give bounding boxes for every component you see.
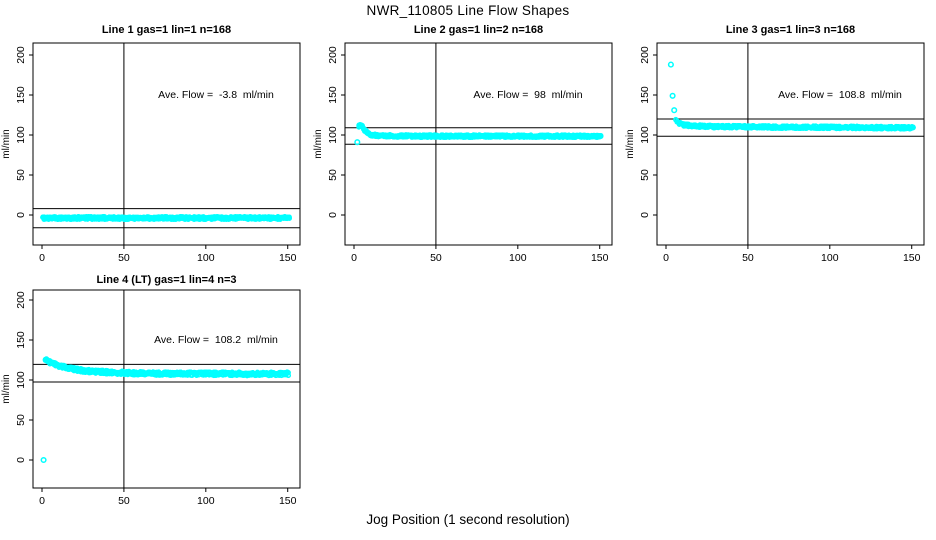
y-tick-label: 0 — [15, 212, 27, 218]
y-axis-ticks: 0 50 100 150 200 — [15, 291, 33, 463]
y-tick-label: 200 — [15, 291, 27, 309]
x-tick-label: 0 — [351, 252, 357, 264]
y-axis-label: ml/min — [313, 129, 324, 158]
y-tick-label: 0 — [639, 212, 651, 218]
y-tick-label: 100 — [327, 126, 339, 144]
x-axis-ticks: 0 50 100 150 — [39, 245, 297, 264]
x-tick-label: 50 — [742, 252, 754, 264]
y-tick-label: 200 — [639, 46, 651, 64]
subplot-3-title: Line 3 gas=1 lin=3 n=168 — [725, 24, 856, 36]
x-tick-label: 50 — [430, 252, 442, 264]
data-points — [354, 122, 604, 146]
y-axis-ticks: 0 50 100 150 200 — [15, 46, 33, 218]
x-tick-label: 150 — [279, 252, 297, 264]
outlier-point — [354, 139, 361, 146]
plot-box — [656, 42, 925, 246]
y-axis-ticks: 0 50 100 150 200 — [639, 46, 657, 218]
x-tick-label: 100 — [509, 252, 527, 264]
plot-box — [32, 289, 301, 489]
plot-box — [344, 42, 613, 246]
x-tick-label: 100 — [821, 252, 839, 264]
data-points — [40, 356, 291, 464]
x-tick-label: 0 — [39, 252, 45, 264]
y-tick-label: 200 — [327, 46, 339, 64]
x-axis-ticks: 0 50 100 150 — [663, 245, 921, 264]
y-tick-label: 0 — [327, 212, 339, 218]
subplot-3-ave-flow-annotation: Ave. Flow = 108.8 ml/min — [778, 89, 902, 101]
plot-box — [32, 42, 301, 246]
subplot-line-3: 0 50 100 150 0 50 100 150 200 ml/min — [625, 42, 925, 264]
data-points — [40, 214, 292, 223]
x-axis-label: Jog Position (1 second resolution) — [366, 512, 570, 527]
y-tick-label: 100 — [15, 371, 27, 389]
y-tick-label: 100 — [15, 126, 27, 144]
outlier-point — [669, 92, 676, 99]
y-axis-label: ml/min — [1, 129, 12, 158]
x-tick-label: 0 — [39, 495, 45, 507]
x-axis-ticks: 0 50 100 150 — [39, 488, 297, 507]
subplot-line-4: 0 50 100 150 0 50 100 150 200 ml/min — [1, 289, 301, 507]
reference-lines — [345, 43, 612, 245]
x-tick-label: 100 — [197, 495, 215, 507]
y-tick-label: 50 — [15, 169, 27, 181]
outlier-point — [671, 107, 678, 114]
y-tick-label: 0 — [15, 457, 27, 463]
figure-title: NWR_110805 Line Flow Shapes — [366, 3, 570, 18]
subplot-1-ave-flow-annotation: Ave. Flow = -3.8 ml/min — [158, 89, 274, 101]
x-tick-label: 150 — [279, 495, 297, 507]
x-tick-label: 50 — [118, 495, 130, 507]
reference-lines — [657, 43, 924, 245]
subplot-4-ave-flow-annotation: Ave. Flow = 108.2 ml/min — [154, 334, 278, 346]
x-tick-label: 150 — [903, 252, 921, 264]
reference-lines — [33, 290, 300, 488]
x-axis-ticks: 0 50 100 150 — [351, 245, 609, 264]
y-tick-label: 150 — [639, 86, 651, 104]
subplot-1-title: Line 1 gas=1 lin=1 n=168 — [101, 24, 232, 36]
subplot-line-2: 0 50 100 150 0 50 100 150 200 ml/min — [313, 42, 613, 264]
outlier-point — [40, 456, 47, 464]
y-tick-label: 150 — [15, 331, 27, 349]
y-tick-label: 150 — [327, 86, 339, 104]
y-axis-ticks: 0 50 100 150 200 — [327, 46, 345, 218]
x-tick-label: 50 — [118, 252, 130, 264]
reference-lines — [33, 43, 300, 245]
y-axis-label: ml/min — [1, 374, 12, 403]
x-tick-label: 150 — [591, 252, 609, 264]
x-tick-label: 0 — [663, 252, 669, 264]
y-tick-label: 100 — [639, 126, 651, 144]
outlier-point — [667, 61, 674, 68]
subplot-2-title: Line 2 gas=1 lin=2 n=168 — [413, 24, 544, 36]
y-axis-label: ml/min — [625, 129, 636, 158]
y-tick-label: 50 — [327, 169, 339, 181]
subplot-2-ave-flow-annotation: Ave. Flow = 98 ml/min — [473, 89, 583, 101]
x-tick-label: 100 — [197, 252, 215, 264]
y-tick-label: 50 — [15, 414, 27, 426]
subplot-4-title: Line 4 (LT) gas=1 lin=4 n=3 — [96, 274, 237, 286]
y-tick-label: 150 — [15, 86, 27, 104]
y-tick-label: 200 — [15, 46, 27, 64]
subplot-line-1: 0 50 100 150 0 50 100 150 200 ml/min — [1, 42, 301, 264]
data-points — [667, 61, 916, 132]
y-tick-label: 50 — [639, 169, 651, 181]
